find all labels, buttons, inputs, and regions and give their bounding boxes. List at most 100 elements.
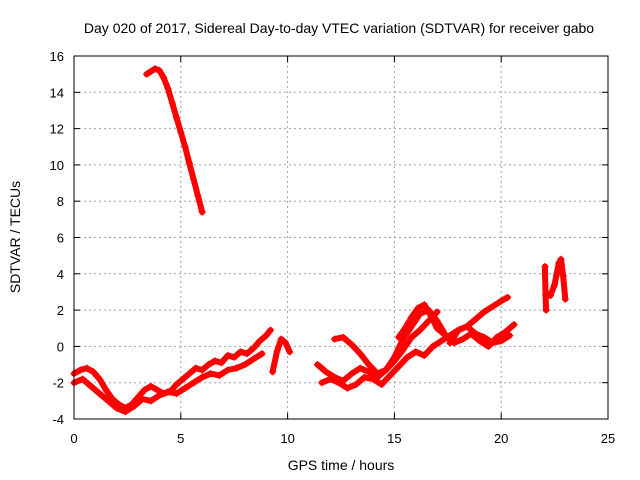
data-point	[472, 315, 480, 323]
data-point	[395, 362, 403, 370]
x-tick-label: 10	[280, 431, 294, 446]
data-point	[437, 337, 445, 345]
data-point	[501, 328, 509, 336]
y-tick-label: 12	[50, 122, 64, 137]
data-point	[318, 379, 326, 387]
data-point	[243, 350, 251, 358]
data-point	[454, 326, 462, 334]
data-point	[190, 379, 198, 387]
data-point	[395, 333, 403, 341]
data-point	[331, 335, 339, 343]
y-tick-label: 8	[57, 194, 64, 209]
data-point	[420, 301, 428, 309]
y-axis-label: SDTVAR / TECUs	[7, 181, 23, 293]
y-tick-label: 10	[50, 158, 64, 173]
data-point	[369, 375, 377, 383]
data-point	[429, 342, 437, 350]
data-point	[181, 384, 189, 392]
data-point	[207, 370, 215, 378]
data-point	[497, 297, 505, 305]
data-point	[230, 353, 238, 361]
data-point	[555, 259, 563, 267]
x-tick-label: 0	[70, 431, 77, 446]
data-series-10	[546, 255, 569, 303]
data-point	[373, 370, 381, 378]
data-point	[407, 313, 415, 321]
data-point	[286, 348, 294, 356]
data-point	[185, 159, 193, 167]
data-trace	[542, 263, 550, 314]
data-point	[160, 74, 168, 82]
data-point	[382, 366, 390, 374]
data-point	[147, 382, 155, 390]
data-point	[269, 368, 277, 376]
data-point	[102, 386, 110, 394]
data-point	[143, 70, 151, 78]
data-point	[79, 375, 87, 383]
data-point	[153, 386, 161, 394]
data-point	[433, 308, 441, 316]
data-point	[179, 375, 187, 383]
axis-ticks: 0 5 10 15 20 25 -4 -2 0 2 4 6 8 10 12 14 16	[50, 49, 616, 446]
data-point	[412, 348, 420, 356]
data-point	[352, 381, 360, 389]
data-point	[87, 382, 95, 390]
y-tick-label: 16	[50, 49, 64, 64]
data-series-9	[446, 322, 514, 347]
data-point	[403, 353, 411, 361]
data-point	[314, 361, 322, 369]
data-point	[497, 337, 505, 345]
x-tick-label: 5	[177, 431, 184, 446]
data-point	[416, 326, 424, 334]
data-point	[224, 366, 232, 374]
data-point	[348, 341, 356, 349]
data-point	[237, 348, 245, 356]
x-tick-label: 25	[601, 431, 615, 446]
data-point	[463, 322, 471, 330]
data-point	[130, 402, 138, 410]
data-point	[281, 339, 289, 347]
data-point	[89, 368, 97, 376]
data-point	[164, 388, 172, 396]
data-point	[414, 304, 422, 312]
data-point	[262, 332, 270, 340]
x-tick-label: 20	[494, 431, 508, 446]
data-point	[484, 342, 492, 350]
grid-lines	[74, 56, 608, 419]
data-point	[401, 324, 409, 332]
data-point	[155, 391, 163, 399]
y-tick-label: 14	[50, 85, 64, 100]
data-point	[83, 364, 91, 372]
data-trace	[71, 327, 274, 412]
data-point	[365, 361, 373, 369]
data-point	[542, 292, 550, 300]
data-point	[541, 263, 549, 271]
data-point	[542, 306, 550, 314]
data-point	[138, 395, 146, 403]
data-point	[177, 128, 185, 136]
data-point	[335, 379, 343, 387]
data-point	[446, 339, 454, 347]
data-point	[356, 364, 364, 372]
data-point	[249, 355, 257, 363]
y-tick-label: 6	[57, 231, 64, 246]
data-point	[173, 114, 181, 122]
data-point	[348, 370, 356, 378]
data-point	[173, 390, 181, 398]
data-point	[277, 335, 285, 343]
y-tick-label: 2	[57, 303, 64, 318]
data-point	[192, 364, 200, 372]
data-point	[480, 333, 488, 341]
data-point	[215, 371, 223, 379]
data-point	[205, 361, 213, 369]
data-point	[198, 208, 206, 216]
data-point	[76, 366, 84, 374]
data-point	[480, 308, 488, 316]
data-trace	[143, 65, 206, 216]
data-point	[506, 332, 514, 340]
data-point	[194, 192, 202, 200]
data-point	[356, 350, 364, 358]
y-tick-label: 4	[57, 267, 64, 282]
data-point	[185, 370, 193, 378]
x-axis-label: GPS time / hours	[288, 457, 395, 473]
